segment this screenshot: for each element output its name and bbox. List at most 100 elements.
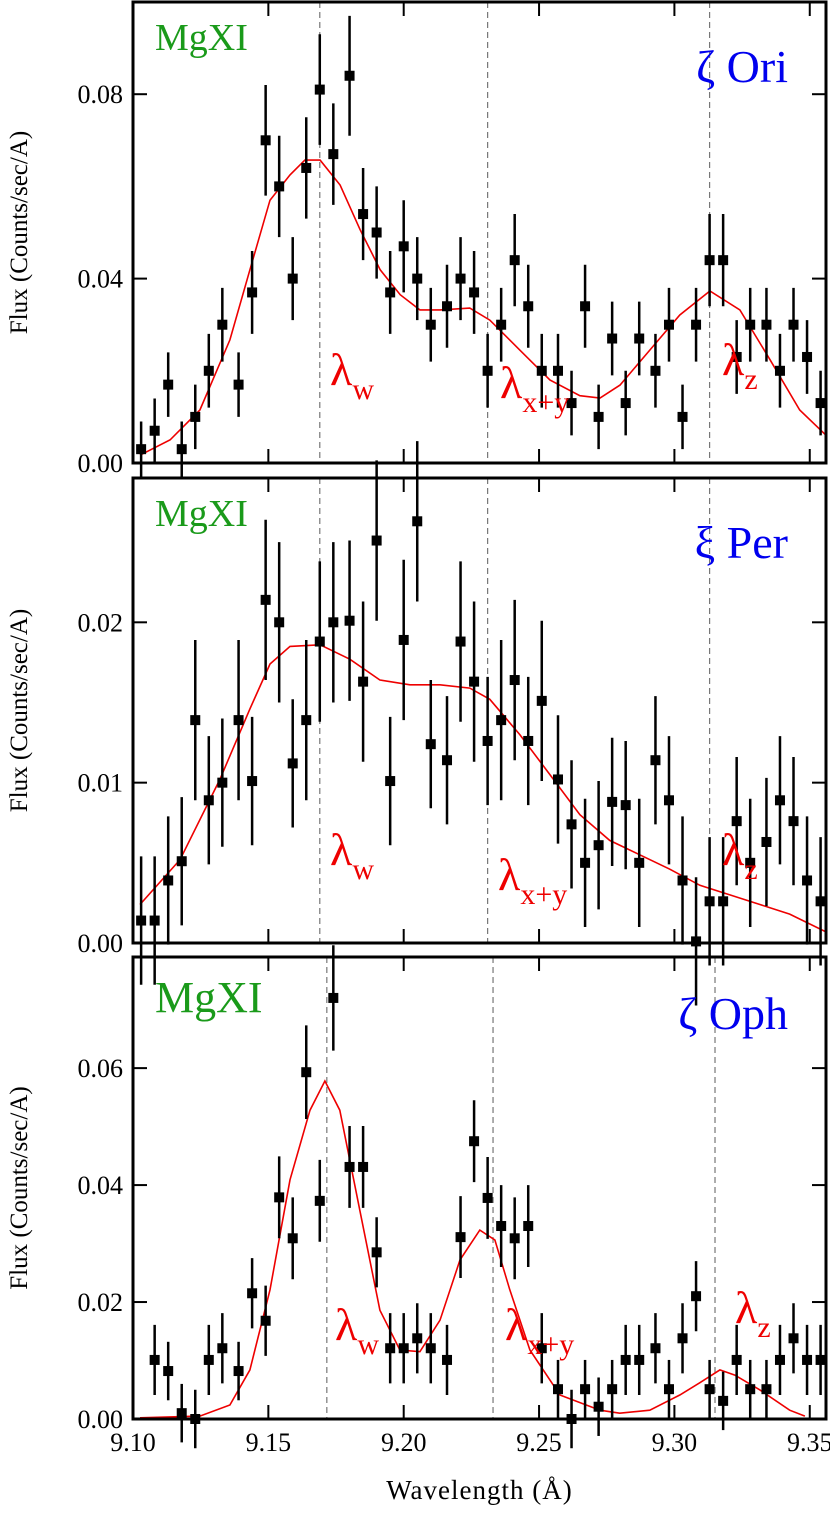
data-point — [691, 1291, 702, 1302]
data-point — [469, 1136, 480, 1147]
data-point — [425, 739, 436, 750]
data-point — [566, 398, 577, 409]
data-point — [553, 1384, 564, 1395]
data-point — [663, 319, 674, 330]
y-tick-label: 0.00 — [78, 929, 124, 958]
annotation-subscript: z — [757, 1311, 770, 1344]
data-point — [385, 1343, 396, 1354]
data-point — [802, 1354, 813, 1365]
data-point — [344, 615, 355, 626]
annotation-symbol: λ — [505, 1299, 528, 1350]
data-point — [412, 516, 423, 527]
data-point — [745, 857, 756, 868]
data-point — [398, 634, 409, 645]
line-annotation: λx+y — [498, 849, 567, 911]
data-point — [442, 1354, 453, 1365]
x-tick-label: 9.20 — [381, 1428, 427, 1457]
data-point — [620, 1354, 631, 1365]
annotation-symbol: λ — [330, 824, 353, 875]
data-point — [274, 1192, 285, 1203]
data-point — [704, 255, 715, 266]
data-point — [287, 1233, 298, 1244]
data-point — [593, 1401, 604, 1412]
model-line — [139, 159, 826, 456]
data-point — [301, 162, 312, 173]
annotation-symbol: λ — [500, 357, 523, 408]
annotation-symbol: λ — [735, 1282, 758, 1333]
line-annotation: λz — [722, 824, 758, 886]
x-axis-label: Wavelength (Å) — [386, 1475, 573, 1505]
data-point — [761, 1384, 772, 1395]
data-point — [788, 319, 799, 330]
data-point — [509, 1233, 520, 1244]
data-point — [412, 1333, 423, 1344]
x-tick-label: 9.15 — [246, 1428, 292, 1457]
data-point — [301, 1067, 312, 1078]
annotation-symbol: λ — [335, 1299, 358, 1350]
data-point — [469, 287, 480, 298]
data-point — [509, 255, 520, 266]
x-tick-label: 9.10 — [110, 1428, 156, 1457]
data-point — [455, 273, 466, 284]
data-point — [802, 351, 813, 362]
line-annotation: λw — [330, 344, 374, 406]
data-point — [774, 795, 785, 806]
annotation-symbol: λ — [722, 824, 745, 875]
data-point — [496, 1221, 507, 1232]
data-point — [176, 1408, 187, 1419]
data-point — [677, 875, 688, 886]
data-point — [731, 351, 742, 362]
data-point — [344, 1161, 355, 1172]
y-tick-label: 0.06 — [78, 1054, 124, 1083]
line-annotation: λw — [330, 824, 374, 886]
annotation-subscript: w — [352, 853, 374, 886]
plot-frame — [131, 476, 828, 945]
data-point — [217, 319, 228, 330]
model-line — [139, 1079, 806, 1419]
data-point — [731, 816, 742, 827]
data-point — [536, 365, 547, 376]
data-point — [149, 915, 160, 926]
annotation-subscript: x+y — [520, 878, 567, 911]
ion-label: MgXI — [155, 17, 248, 59]
data-point — [607, 796, 618, 807]
data-point — [442, 755, 453, 766]
data-point — [469, 676, 480, 687]
x-tick-label: 9.30 — [652, 1428, 698, 1457]
data-point — [523, 735, 534, 746]
data-point — [774, 1354, 785, 1365]
data-point — [425, 1343, 436, 1354]
data-point — [607, 333, 618, 344]
annotation-subscript: w — [357, 1328, 379, 1361]
data-point — [314, 1195, 325, 1206]
x-tick-label: 9.35 — [787, 1428, 830, 1457]
annotation-subscript: w — [352, 373, 374, 406]
data-point — [385, 776, 396, 787]
data-point — [788, 1333, 799, 1344]
annotation-symbol: λ — [722, 334, 745, 385]
data-point — [328, 149, 339, 160]
line-annotation: λx+y — [505, 1299, 574, 1361]
data-point — [718, 255, 729, 266]
data-point — [650, 1343, 661, 1354]
data-point — [274, 617, 285, 628]
data-point — [731, 1354, 742, 1365]
data-point — [233, 379, 244, 390]
data-point — [217, 1343, 228, 1354]
data-point — [553, 365, 564, 376]
data-point — [425, 319, 436, 330]
data-point — [663, 1384, 674, 1395]
data-point — [233, 1366, 244, 1377]
data-point — [691, 936, 702, 947]
data-point — [398, 241, 409, 252]
data-point — [650, 365, 661, 376]
data-point — [314, 636, 325, 647]
data-point — [677, 411, 688, 422]
data-point — [203, 365, 214, 376]
data-point — [136, 915, 147, 926]
data-point — [650, 755, 661, 766]
data-point — [607, 1384, 618, 1395]
data-point — [634, 857, 645, 868]
